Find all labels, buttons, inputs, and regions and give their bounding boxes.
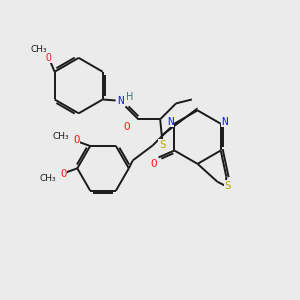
Text: S: S [159, 140, 166, 150]
Text: CH₃: CH₃ [31, 45, 47, 54]
Text: O: O [123, 122, 130, 132]
Text: O: O [73, 135, 80, 145]
Text: S: S [224, 181, 231, 191]
Text: H: H [126, 92, 133, 101]
Text: O: O [150, 159, 157, 170]
Text: N: N [221, 117, 228, 127]
Text: O: O [60, 169, 67, 179]
Text: N: N [117, 97, 124, 106]
Text: CH₃: CH₃ [52, 132, 69, 141]
Text: CH₃: CH₃ [39, 174, 56, 183]
Text: N: N [167, 117, 174, 127]
Text: O: O [46, 53, 52, 63]
